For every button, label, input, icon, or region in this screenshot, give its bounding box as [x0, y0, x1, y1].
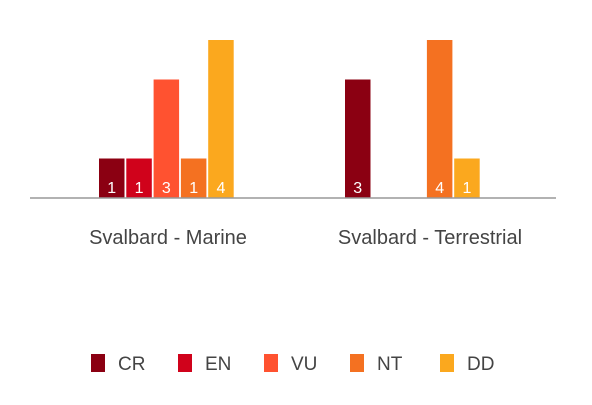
legend-swatch-en — [178, 354, 192, 372]
value-label-nt-1: 1 — [189, 180, 198, 197]
legend-label-vu: VU — [291, 354, 317, 375]
bar-cr-1 — [99, 158, 125, 198]
value-label-cr-2: 3 — [353, 180, 362, 197]
bar-nt-1 — [180, 158, 207, 198]
legend-label-cr: CR — [118, 354, 145, 375]
legend-swatch-vu — [264, 354, 278, 372]
bar-nt-2 — [426, 40, 453, 198]
category-label-2: Svalbard - Terrestrial — [338, 227, 522, 249]
value-labels-layer: 1 1 3 1 4 3 4 1 — [107, 180, 471, 197]
bar-dd-1 — [208, 40, 234, 198]
legend-label-nt: NT — [377, 354, 403, 375]
bar-vu-1 — [153, 79, 180, 198]
value-label-vu-1: 3 — [162, 180, 171, 197]
bar-dd-2 — [454, 158, 480, 198]
bar-cr-2 — [345, 79, 371, 198]
bars-layer — [99, 40, 480, 198]
category-labels-layer: Svalbard - Marine Svalbard - Terrestrial — [89, 227, 522, 249]
value-label-dd-2: 1 — [462, 180, 471, 197]
legend-label-dd: DD — [467, 354, 494, 375]
legend-swatch-nt — [350, 354, 364, 372]
value-label-dd-1: 4 — [216, 180, 225, 197]
category-label-1: Svalbard - Marine — [89, 227, 247, 249]
value-label-cr-1: 1 — [107, 180, 116, 197]
value-label-en-1: 1 — [135, 180, 144, 197]
legend: CR EN VU NT DD — [91, 354, 494, 375]
bar-en-1 — [126, 158, 152, 198]
value-label-nt-2: 4 — [435, 180, 444, 197]
legend-swatch-dd — [440, 354, 454, 372]
legend-swatch-cr — [91, 354, 105, 372]
legend-label-en: EN — [205, 354, 231, 375]
